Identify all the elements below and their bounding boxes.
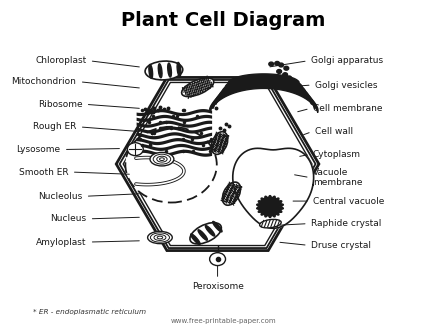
Ellipse shape	[147, 231, 172, 244]
Ellipse shape	[158, 64, 162, 78]
Circle shape	[287, 76, 292, 80]
Text: Golgi apparatus: Golgi apparatus	[311, 56, 383, 65]
Text: Raphide crystal: Raphide crystal	[311, 219, 381, 228]
Ellipse shape	[198, 230, 207, 240]
Circle shape	[283, 73, 287, 77]
Polygon shape	[257, 195, 283, 217]
Ellipse shape	[149, 64, 153, 78]
Circle shape	[128, 143, 143, 155]
Circle shape	[284, 66, 289, 70]
Ellipse shape	[260, 219, 281, 228]
Circle shape	[279, 63, 283, 67]
Polygon shape	[233, 148, 314, 228]
Text: Chloroplast: Chloroplast	[35, 56, 86, 65]
Text: Smooth ER: Smooth ER	[19, 168, 68, 176]
Text: Druse crystal: Druse crystal	[311, 241, 371, 250]
Text: Nucleolus: Nucleolus	[38, 192, 82, 201]
Ellipse shape	[125, 127, 217, 202]
Circle shape	[275, 61, 280, 65]
Ellipse shape	[145, 61, 183, 80]
Text: Rough ER: Rough ER	[33, 122, 76, 132]
Ellipse shape	[211, 132, 228, 154]
Text: Peroxisome: Peroxisome	[192, 282, 244, 291]
Ellipse shape	[212, 221, 222, 232]
Text: www.free-printable-paper.com: www.free-printable-paper.com	[171, 318, 276, 324]
Text: Cell membrane: Cell membrane	[313, 104, 382, 113]
Ellipse shape	[205, 226, 215, 236]
Circle shape	[210, 253, 226, 266]
Text: Nucleus: Nucleus	[50, 214, 86, 223]
Ellipse shape	[177, 62, 181, 76]
Text: Mitochondrion: Mitochondrion	[11, 77, 76, 86]
Ellipse shape	[191, 234, 200, 244]
Ellipse shape	[181, 78, 214, 96]
Ellipse shape	[222, 182, 241, 205]
Text: Plant Cell Diagram: Plant Cell Diagram	[122, 11, 326, 30]
Text: Amyloplast: Amyloplast	[36, 237, 86, 247]
Text: Golgi vesicles: Golgi vesicles	[315, 80, 377, 90]
Text: Cell wall: Cell wall	[315, 127, 353, 136]
Circle shape	[277, 70, 281, 73]
Text: Ribosome: Ribosome	[38, 100, 82, 109]
Circle shape	[269, 62, 274, 66]
Ellipse shape	[168, 63, 171, 77]
Text: Vacuole
membrane: Vacuole membrane	[313, 168, 363, 187]
Text: Lysosome: Lysosome	[17, 145, 61, 154]
Text: * ER - endoplasmatic reticulum: * ER - endoplasmatic reticulum	[33, 309, 146, 316]
Ellipse shape	[150, 153, 174, 166]
Text: Cytoplasm: Cytoplasm	[313, 150, 361, 159]
Text: Central vacuole: Central vacuole	[313, 196, 384, 206]
Ellipse shape	[190, 223, 221, 244]
